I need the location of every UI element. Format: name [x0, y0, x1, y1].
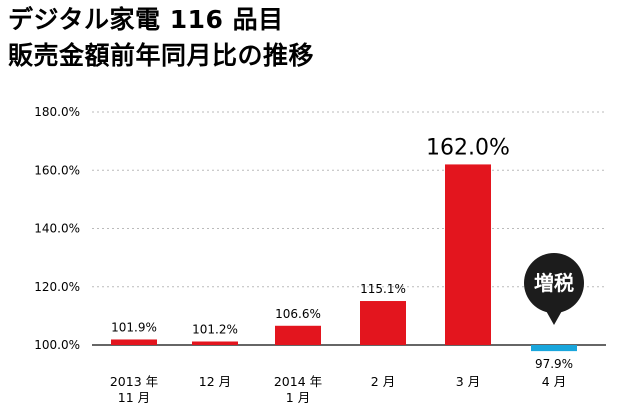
- annotation-label: 増税: [534, 271, 574, 295]
- x-tick-label: 1 月: [286, 390, 310, 405]
- data-label: 115.1%: [360, 282, 406, 296]
- bar: [192, 341, 238, 345]
- x-tick-label: 11 月: [118, 390, 150, 405]
- bar: [360, 301, 406, 345]
- chart-title-line2: 販売金額前年同月比の推移: [8, 41, 315, 70]
- y-tick-label: 140.0%: [34, 222, 80, 236]
- chart-title: デジタル家電 116 品目 販売金額前年同月比の推移: [8, 2, 314, 74]
- y-tick-label: 100.0%: [34, 338, 80, 352]
- x-tick-label: 2013 年: [110, 374, 158, 389]
- x-tick-label: 4 月: [542, 374, 566, 389]
- x-tick-label: 12 月: [199, 374, 231, 389]
- data-label: 101.9%: [111, 320, 157, 334]
- data-label: 97.9%: [535, 357, 573, 371]
- x-tick-label: 3 月: [456, 374, 480, 389]
- data-label: 162.0%: [426, 135, 510, 160]
- y-tick-label: 120.0%: [34, 280, 80, 294]
- data-label: 106.6%: [275, 307, 321, 321]
- y-tick-label: 180.0%: [34, 105, 80, 119]
- data-label: 101.2%: [192, 323, 238, 337]
- bar: [111, 339, 157, 345]
- chart-title-line1: デジタル家電 116 品目: [8, 5, 284, 34]
- x-tick-label: 2014 年: [274, 374, 322, 389]
- bar: [445, 164, 491, 345]
- y-tick-label: 160.0%: [34, 163, 80, 177]
- x-tick-label: 2 月: [371, 374, 395, 389]
- annotation-bubble: [524, 253, 584, 313]
- annotation-pointer: [545, 309, 563, 325]
- bar: [275, 325, 321, 345]
- bar: [531, 345, 577, 352]
